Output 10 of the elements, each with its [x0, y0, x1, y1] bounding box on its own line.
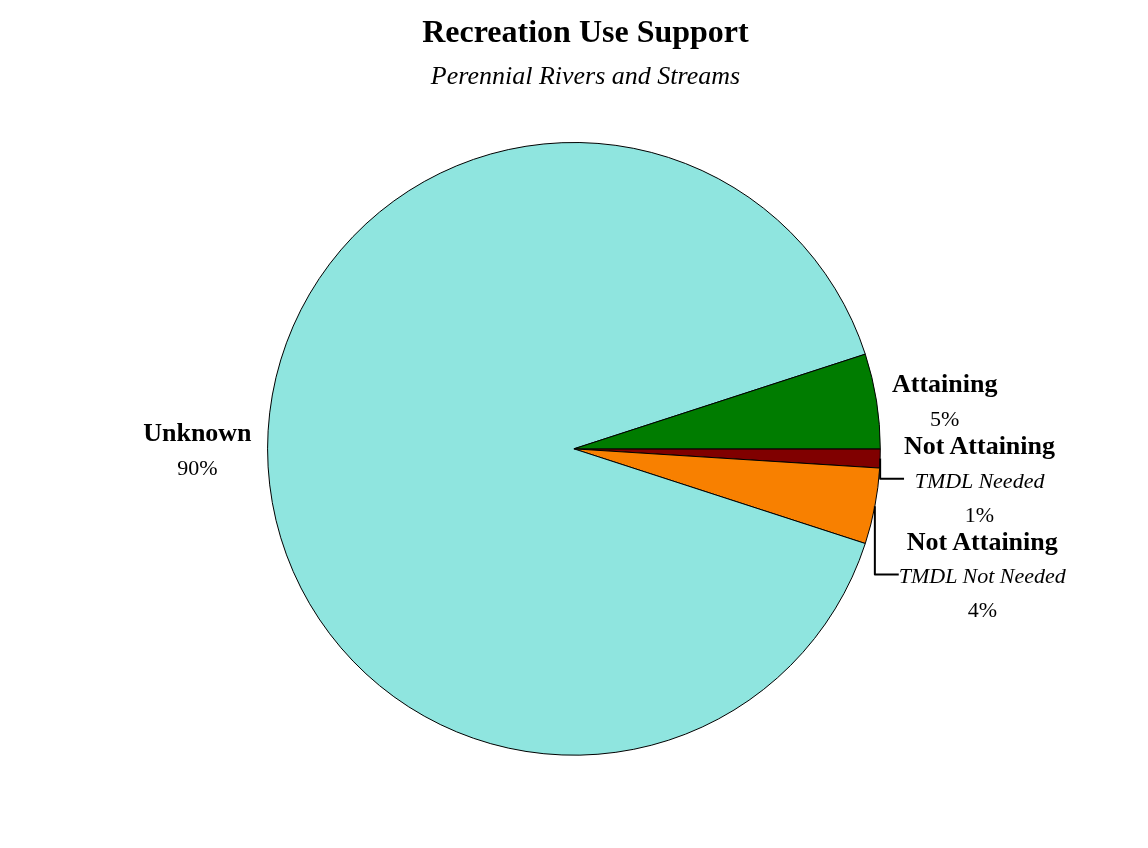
- chart-subtitle: Perennial Rivers and Streams: [429, 61, 741, 90]
- data-label: 5%: [930, 406, 960, 432]
- slice-label: Not Attaining TMDL Not Needed: [898, 526, 1067, 589]
- slice-label: Attaining: [891, 369, 998, 399]
- slice-label: Unknown: [143, 417, 253, 447]
- data-label: 90%: [177, 454, 218, 480]
- data-label: 4%: [967, 597, 997, 623]
- chart-title: Recreation Use Support: [422, 13, 750, 50]
- slice-label: Not Attaining TMDL Needed: [904, 431, 1055, 493]
- data-label: 1%: [964, 501, 995, 527]
